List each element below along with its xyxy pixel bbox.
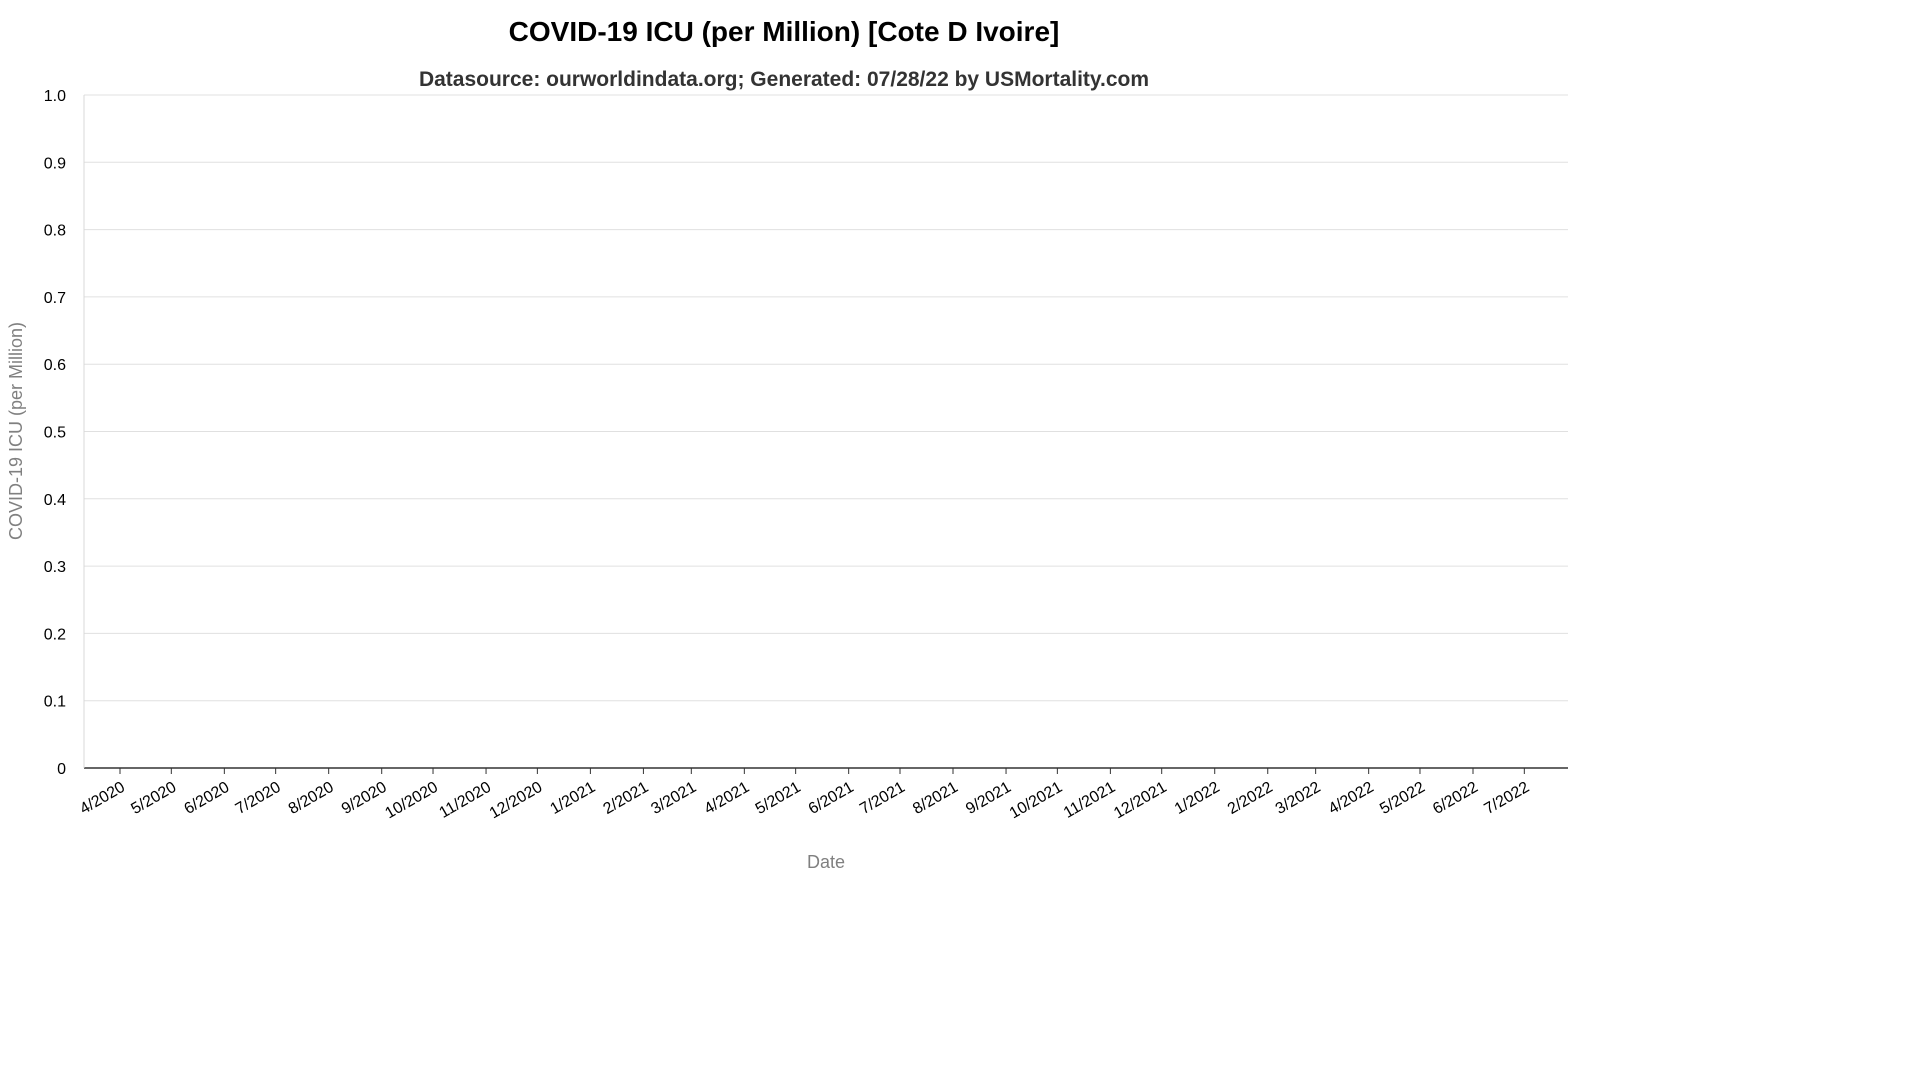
grid-lines — [84, 94, 1568, 702]
x-tick-label: 2/2022 — [1225, 779, 1276, 818]
x-tick-label: 5/2022 — [1377, 779, 1428, 818]
x-tick-label: 8/2020 — [286, 779, 337, 818]
x-tick-label: 11/2021 — [1061, 779, 1119, 822]
chart-title: COVID-19 ICU (per Million) [Cote D Ivoir… — [509, 16, 1060, 47]
x-axis-label: Date — [807, 852, 845, 872]
x-tick-label: 7/2020 — [233, 779, 284, 818]
x-tick-label: 6/2020 — [181, 779, 232, 818]
y-tick-label: 0.1 — [44, 694, 66, 711]
x-tick-label: 11/2020 — [436, 779, 494, 822]
y-tick-label: 0 — [57, 761, 66, 778]
y-tick-label: 0.2 — [44, 626, 66, 643]
x-tick-label: 7/2021 — [857, 779, 908, 818]
chart: COVID-19 ICU (per Million) [Cote D Ivoir… — [6, 16, 1568, 872]
x-axis-ticks: 4/2020 5/2020 6/2020 7/2020 8/2020 9/202010/2… — [77, 768, 1532, 822]
y-tick-label: 0.7 — [44, 290, 66, 307]
y-tick-label: 0.4 — [44, 492, 66, 509]
chart-subtitle: Datasource: ourworldindata.org; Generate… — [419, 68, 1149, 91]
x-tick-label: 9/2021 — [963, 779, 1014, 818]
y-tick-label: 0.8 — [44, 223, 66, 240]
x-tick-label: 6/2021 — [806, 779, 857, 818]
x-tick-label: 2/2021 — [601, 779, 652, 818]
x-tick-label: 3/2022 — [1273, 779, 1324, 818]
x-tick-label: 10/2020 — [382, 779, 441, 823]
x-tick-label: 12/2020 — [487, 779, 546, 823]
y-tick-label: 0.3 — [44, 559, 66, 576]
x-tick-label: 1/2022 — [1172, 779, 1223, 818]
x-tick-label: 5/2020 — [128, 779, 179, 818]
x-tick-label: 3/2021 — [648, 779, 699, 818]
y-axis-label: COVID-19 ICU (per Million) — [6, 322, 26, 540]
x-tick-label: 8/2021 — [910, 779, 961, 818]
x-tick-label: 9/2020 — [339, 779, 390, 818]
x-tick-label: 10/2021 — [1007, 779, 1066, 823]
x-tick-label: 4/2022 — [1326, 779, 1377, 818]
y-tick-label: 0.5 — [44, 425, 66, 442]
x-tick-label: 6/2022 — [1430, 779, 1481, 818]
x-tick-label: 1/2021 — [548, 779, 599, 818]
x-tick-label: 4/2020 — [77, 779, 128, 818]
x-tick-label: 5/2021 — [753, 779, 804, 818]
x-tick-label: 4/2021 — [701, 779, 752, 818]
y-tick-label: 0.9 — [44, 155, 66, 172]
y-axis-ticks: 0 0.1 0.2 0.3 0.4 0.5 0.6 0.7 0.8 0.9 1.0 — [44, 88, 66, 778]
y-tick-label: 0.6 — [44, 357, 66, 374]
y-tick-label: 1.0 — [44, 88, 66, 105]
x-tick-label: 12/2021 — [1111, 779, 1170, 823]
x-tick-label: 7/2022 — [1481, 779, 1532, 818]
